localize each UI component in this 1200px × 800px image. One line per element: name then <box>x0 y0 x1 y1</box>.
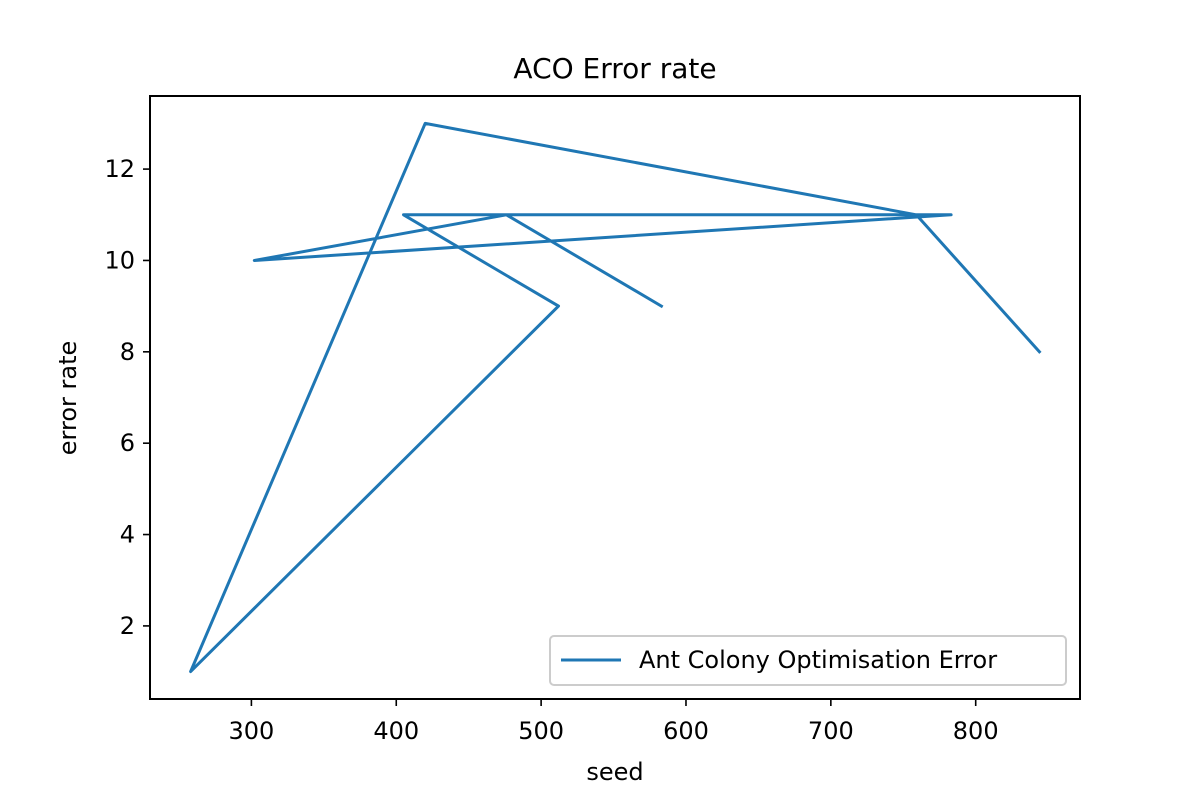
y-tick-label-10: 10 <box>104 246 135 274</box>
series-point-0-1 <box>505 213 508 216</box>
series-point-0-9 <box>1038 350 1041 353</box>
y-tick-label-6: 6 <box>120 429 135 457</box>
x-tick-label-500: 500 <box>518 717 564 745</box>
y-tick-label-12: 12 <box>104 155 135 183</box>
x-tick-label-300: 300 <box>228 717 274 745</box>
legend-label: Ant Colony Optimisation Error <box>639 646 997 674</box>
y-axis-title: error rate <box>54 341 82 455</box>
x-tick-label-700: 700 <box>808 717 854 745</box>
legend: Ant Colony Optimisation Error <box>549 635 1067 686</box>
plot-area <box>149 95 1081 700</box>
plot-background <box>150 96 1080 699</box>
series-line-0 <box>189 121 1042 674</box>
y-axis: 2 4 6 8 10 12 <box>104 155 150 640</box>
series-point-0-4 <box>402 213 405 216</box>
series-point-0-5 <box>557 305 560 308</box>
plot-frame <box>149 95 1081 700</box>
x-tick-label-600: 600 <box>663 717 709 745</box>
y-tick-label-4: 4 <box>120 521 135 549</box>
series-point-0-7 <box>424 122 427 125</box>
x-tick-label-800: 800 <box>953 717 999 745</box>
x-axis: 300 400 500 600 700 800 <box>228 699 999 745</box>
y-tick-label-8: 8 <box>120 338 135 366</box>
series-point-0-6 <box>189 670 192 673</box>
series-point-0-0 <box>660 305 663 308</box>
y-tick-label-2: 2 <box>120 612 135 640</box>
legend-box <box>549 635 1067 686</box>
x-tick-label-400: 400 <box>373 717 419 745</box>
x-axis-title: seed <box>586 758 643 786</box>
chart-title: ACO Error rate <box>513 52 716 85</box>
series-point-0-8 <box>915 213 918 216</box>
series-point-0-2 <box>253 259 256 262</box>
series-point-0-3 <box>950 213 953 216</box>
